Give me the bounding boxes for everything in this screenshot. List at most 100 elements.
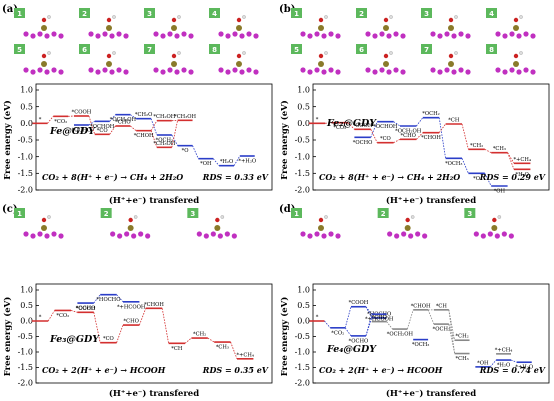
gdy-atom — [509, 31, 515, 37]
gdy-atom — [335, 233, 341, 239]
structure-badge-number: 3 — [147, 10, 152, 18]
structure-thumbnail: 7 — [421, 44, 471, 75]
intermediate-label: *CO — [97, 128, 108, 134]
gdy-atom — [110, 231, 116, 237]
gdy-atom — [335, 69, 341, 75]
structure-badge-number: 2 — [381, 210, 386, 218]
gdy-atom — [379, 31, 385, 37]
hydrogen-atom — [242, 51, 246, 55]
level-connector — [212, 158, 220, 166]
gdy-atom — [23, 67, 29, 73]
intermediate-label: *O — [473, 176, 480, 182]
gdy-atom — [494, 233, 500, 239]
gdy-atom — [401, 231, 407, 237]
structure-thumbnail: 6 — [356, 44, 406, 75]
gdy-atom — [300, 67, 306, 73]
level-connector — [70, 310, 78, 313]
intermediate-label: *CH₂O — [135, 112, 152, 118]
metal-atom — [214, 225, 221, 231]
intermediate-label: *OCHO — [353, 140, 373, 146]
metal-atom — [383, 25, 389, 31]
gdy-atom — [131, 233, 137, 239]
gdy-atom — [458, 67, 464, 73]
intermediate-label: *OCHOH — [90, 124, 115, 130]
gdy-atom — [307, 233, 313, 239]
y-tick-label: -0.5 — [295, 136, 310, 145]
gdy-atom — [253, 69, 259, 75]
metal-atom — [41, 25, 47, 31]
gdy-atom — [239, 33, 245, 39]
oxygen-atom — [106, 53, 112, 59]
intermediate-label: *COOH — [72, 110, 92, 116]
level-connector — [116, 324, 124, 343]
plot-frame — [312, 283, 550, 384]
intermediate-label: * — [39, 117, 42, 123]
structure-badge-number: 3 — [467, 210, 472, 218]
gdy-atom — [523, 31, 529, 37]
y-tick-label: -2.0 — [295, 186, 310, 195]
oxygen-atom — [41, 17, 47, 23]
gdy-atom — [480, 233, 486, 239]
hydrogen-atom — [324, 51, 328, 55]
level-connector — [150, 130, 158, 148]
intermediate-label: *CH₂ — [456, 334, 469, 340]
structure-thumbnail: 2 — [100, 208, 151, 239]
intermediate-label: *CHOH — [144, 302, 164, 308]
oxygen-atom — [513, 17, 519, 23]
oxygen-atom — [383, 17, 389, 23]
gdy-atom — [138, 231, 144, 237]
gdy-atom — [386, 69, 392, 75]
y-axis-label: Free energy (eV) — [2, 100, 13, 180]
y-tick-label: -1.5 — [18, 169, 33, 178]
intermediate-label: *OCHO — [72, 128, 92, 134]
gdy-atom — [174, 33, 180, 39]
rds-value: RDS = 0.29 eV — [479, 172, 546, 182]
intermediate-label: *O — [182, 148, 189, 154]
intermediate-label: *CO — [103, 336, 114, 342]
hydrogen-atom — [47, 15, 51, 19]
gdy-atom — [415, 231, 421, 237]
chart-panel-1: (a) 1 2 3 4 5 6 7 8 1.0 0.5 0.0 -0.5 -1.0 -1.5 -2.0 Free… — [2, 4, 273, 206]
gdy-atom — [393, 67, 399, 73]
structure-badge-number: 8 — [212, 46, 217, 54]
gdy-atom — [335, 33, 341, 39]
structure-thumbnail: 2 — [356, 8, 406, 39]
structure-badge — [377, 208, 389, 218]
metal-atom — [236, 61, 242, 67]
gdy-atom — [321, 33, 327, 39]
y-tick-label: 0.5 — [297, 301, 310, 310]
gdy-atom — [523, 67, 529, 73]
gdy-atom — [58, 69, 64, 75]
structure-badge-number: 1 — [294, 210, 299, 218]
oxygen-atom — [236, 17, 242, 23]
x-axis-label: (H⁺+e⁻) transfered — [386, 195, 476, 206]
gdy-atom — [153, 67, 159, 73]
intermediate-label: *HOCHO — [96, 297, 120, 303]
catalyst-name: Fe₂@GDY — [326, 118, 377, 129]
structure-badge-number: 2 — [104, 210, 109, 218]
y-axis-label: Free energy (eV) — [279, 100, 290, 180]
gdy-atom — [102, 67, 108, 73]
structure-badge-number: 4 — [489, 10, 494, 18]
gdy-atom — [365, 31, 371, 37]
intermediate-label: *+H₂O — [515, 365, 533, 371]
catalyst-name: Fe₄@GDY — [326, 344, 377, 355]
intermediate-label: * — [316, 315, 319, 321]
gdy-atom — [225, 33, 231, 39]
structure-badge — [14, 208, 25, 218]
level-connector — [347, 122, 355, 130]
intermediate-label: *OH — [494, 189, 506, 195]
structure-thumbnail: 2 — [377, 208, 428, 239]
rds-value: RDS = 0.33 eV — [202, 172, 269, 182]
gdy-atom — [430, 31, 436, 37]
structure-badge — [14, 8, 25, 18]
metal-atom — [318, 25, 324, 31]
structure-thumbnail: 2 — [79, 8, 129, 39]
y-tick-label: 0.5 — [297, 102, 310, 111]
structure-thumbnail: 4 — [209, 8, 259, 39]
panel-label: (c) — [2, 204, 18, 215]
gdy-atom — [88, 31, 94, 37]
structure-badge — [464, 208, 476, 218]
y-tick-label: -1.0 — [18, 152, 33, 161]
